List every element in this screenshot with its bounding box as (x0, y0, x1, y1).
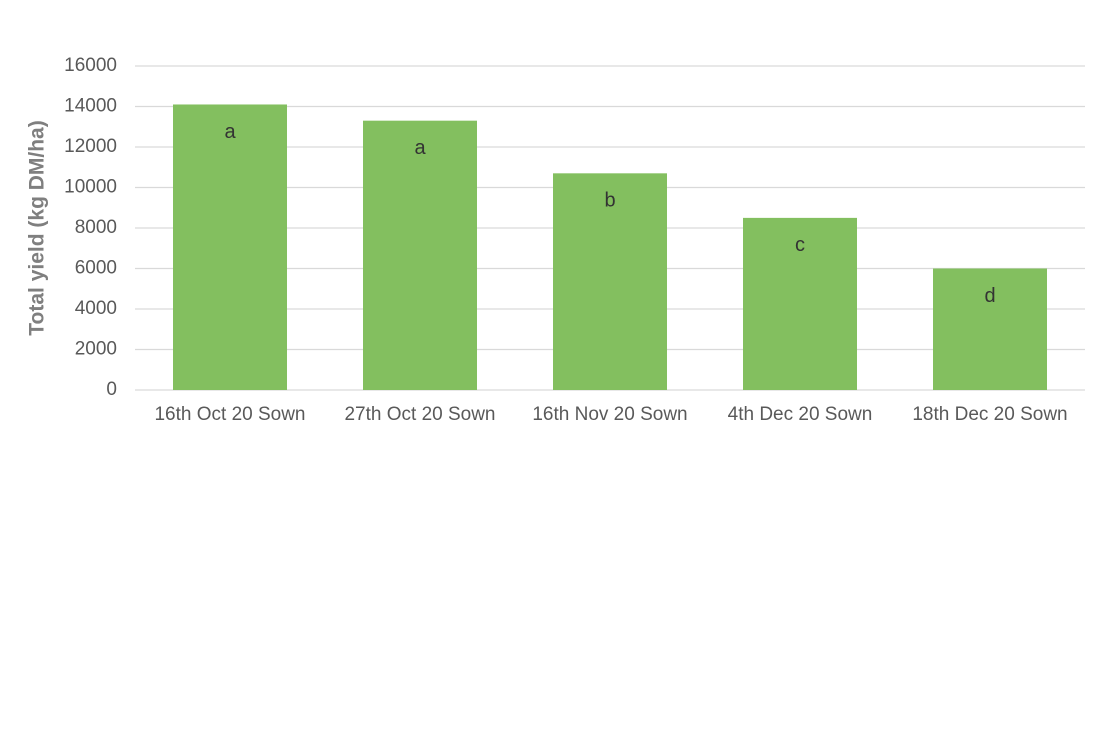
x-tick-label: 4th Dec 20 Sown (728, 404, 873, 425)
significance-label: d (984, 285, 995, 307)
significance-label: a (224, 121, 236, 143)
y-tick-label: 12000 (64, 136, 117, 157)
y-axis-label: Total yield (kg DM/ha) (26, 120, 49, 335)
y-tick-label: 0 (106, 379, 117, 400)
bar (363, 120, 477, 391)
bar (933, 268, 1047, 390)
x-tick-label: 16th Oct 20 Sown (154, 404, 305, 425)
y-tick-label: 6000 (75, 258, 117, 279)
bar (553, 173, 667, 390)
y-tick-label: 4000 (75, 298, 117, 319)
y-tick-label: 10000 (64, 177, 117, 198)
significance-label: c (795, 234, 805, 256)
bar (743, 217, 857, 390)
significance-label: a (414, 137, 426, 159)
y-tick-label: 16000 (64, 55, 117, 76)
significance-label: b (604, 190, 615, 212)
y-tick-label: 8000 (75, 217, 117, 238)
y-tick-label: 14000 (64, 96, 117, 117)
y-tick-label: 2000 (75, 339, 117, 360)
x-tick-label: 16th Nov 20 Sown (532, 404, 687, 425)
x-tick-label: 27th Oct 20 Sown (344, 404, 495, 425)
x-tick-label: 18th Dec 20 Sown (912, 404, 1067, 425)
bar (173, 104, 287, 390)
